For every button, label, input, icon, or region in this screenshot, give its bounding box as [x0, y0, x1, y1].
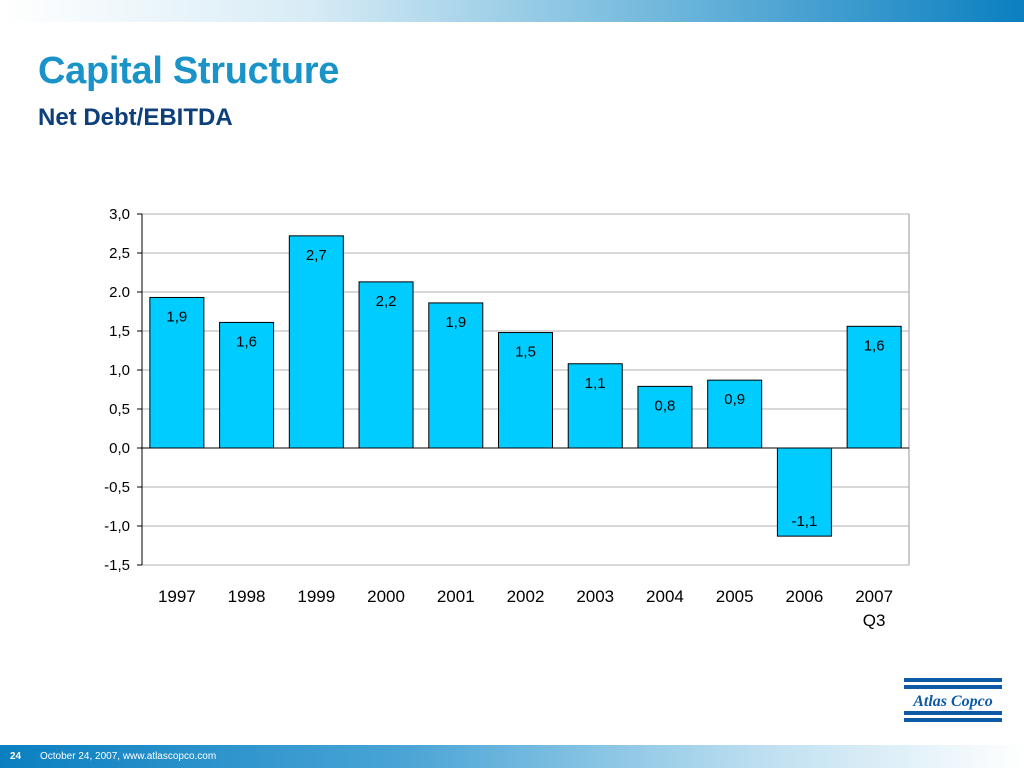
x-tick-label: 2006 — [785, 587, 823, 606]
y-tick-label: -1,0 — [104, 518, 130, 535]
data-label: 1,9 — [445, 314, 466, 331]
data-label: 0,8 — [655, 397, 676, 414]
bar — [428, 302, 484, 449]
x-tick-label: 2003 — [576, 587, 614, 606]
y-tick-label: 2.0 — [109, 284, 130, 301]
x-tick-label: Q3 — [863, 611, 886, 630]
bar — [637, 385, 693, 449]
bar — [358, 281, 414, 449]
bar — [707, 379, 763, 449]
x-tick-label: 2007 — [855, 587, 893, 606]
data-label: 1,5 — [515, 344, 536, 361]
y-tick-label: 0,0 — [109, 440, 130, 457]
y-tick-label: 2,5 — [109, 245, 130, 262]
data-label: 1,6 — [864, 337, 885, 354]
x-tick-label: 1997 — [158, 587, 196, 606]
slide-title: Capital Structure — [38, 50, 340, 92]
slide-subtitle: Net Debt/EBITDA — [38, 104, 233, 131]
x-tick-label: 2004 — [646, 587, 684, 606]
y-tick-label: -0,5 — [104, 479, 130, 496]
bar — [567, 363, 623, 449]
data-label: 2,2 — [376, 293, 397, 310]
y-tick-label: -1,5 — [104, 557, 130, 574]
y-tick-label: 3,0 — [109, 206, 130, 223]
data-label: 1,1 — [585, 375, 606, 392]
bar — [776, 447, 832, 537]
y-tick-label: 1,0 — [109, 362, 130, 379]
x-tick-label: 2005 — [716, 587, 754, 606]
x-tick-label: 1998 — [228, 587, 266, 606]
page-number: 24 — [10, 751, 22, 762]
bar-chart: 3,0 2,5 2.0 1,5 1,0 0,5 0,0 -0,5 -1,0 -1,5 1,9 1997… — [104, 206, 910, 630]
bottom-gradient-band — [0, 745, 1024, 768]
bar — [149, 296, 205, 449]
data-label: 2,7 — [306, 247, 327, 264]
x-tick-label: 2001 — [437, 587, 475, 606]
y-tick-label: 1,5 — [109, 323, 130, 340]
data-label: 1,9 — [166, 308, 187, 325]
data-label: 1,6 — [236, 333, 257, 350]
x-tick-label: 2000 — [367, 587, 405, 606]
bar — [288, 235, 344, 449]
bar — [219, 321, 275, 449]
data-label: -1,1 — [791, 513, 817, 530]
top-gradient-band — [0, 0, 1024, 22]
x-tick-label: 1999 — [297, 587, 335, 606]
data-label: 0,9 — [724, 391, 745, 408]
x-tick-label: 2002 — [507, 587, 545, 606]
footer-text: October 24, 2007, www.atlascopco.com — [40, 751, 217, 762]
y-tick-label: 0,5 — [109, 401, 130, 418]
svg-text:Atlas Copco: Atlas Copco — [912, 693, 993, 710]
atlas-copco-logo: Atlas Copco — [904, 678, 1002, 722]
